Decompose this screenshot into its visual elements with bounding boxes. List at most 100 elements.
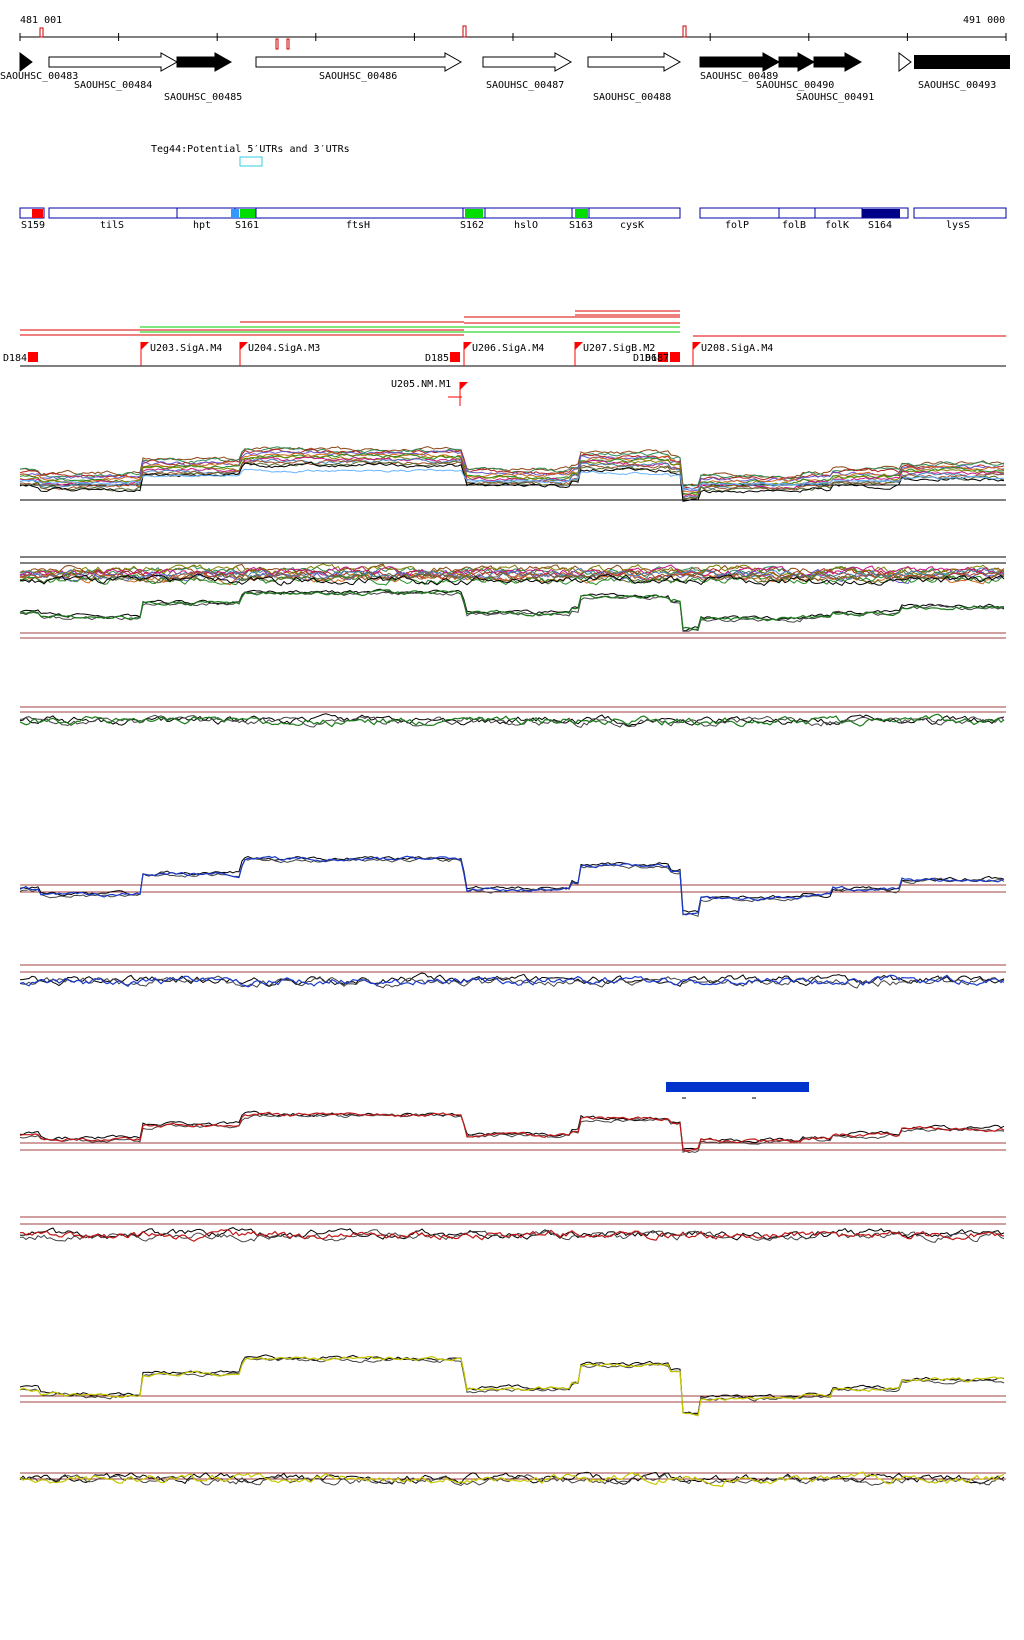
ruler-marker[interactable] (462, 25, 467, 38)
site-markers: D184 U203.SigA.M4 U204.SigA.M3 D185 U206.Sig… (3, 342, 773, 406)
gene-arrow[interactable] (176, 52, 233, 72)
expression-trace (19, 563, 1005, 578)
expression-trace (19, 1354, 1005, 1415)
teg-label: Teg44:Potential 5′UTRs and 3′UTRs (151, 144, 350, 155)
segment-label: tilS (100, 220, 124, 231)
site-marker[interactable] (28, 352, 38, 362)
segment-box[interactable] (484, 207, 573, 219)
gene-label: SAOUHSC_00485 (164, 92, 242, 103)
gene-label: SAOUHSC_00484 (74, 80, 152, 91)
site-marker[interactable] (460, 382, 468, 390)
gene-label: SAOUHSC_00493 (918, 80, 996, 91)
expression-trace (19, 448, 1005, 490)
expression-trace (19, 567, 1005, 581)
site-marker[interactable] (450, 352, 460, 362)
gene-arrow[interactable] (778, 52, 816, 72)
segment-label: cysK (620, 220, 644, 231)
segment-label: ftsH (346, 220, 370, 231)
expression-trace (19, 972, 1005, 987)
site-label: U205.NM.M1 (391, 379, 451, 390)
expression-trace (19, 855, 1005, 916)
segment-box[interactable] (778, 207, 816, 219)
expression-trace (19, 446, 1005, 487)
ruler-marker[interactable] (39, 27, 44, 38)
segment-label: folB (782, 220, 806, 231)
gene-arrow[interactable] (48, 52, 179, 72)
ruler-marker[interactable] (286, 38, 290, 50)
site-marker[interactable] (658, 352, 668, 362)
ruler-marker[interactable] (682, 25, 687, 38)
segment-box[interactable] (814, 207, 863, 219)
expression-trace (19, 974, 1005, 988)
expression-trace (19, 573, 1005, 586)
site-marker[interactable] (141, 342, 149, 350)
segment-box[interactable] (913, 207, 1007, 219)
expression-trace (19, 855, 1005, 913)
gene-label: SAOUHSC_00487 (486, 80, 564, 91)
site-label: D185 (425, 353, 449, 364)
expression-trace (19, 571, 1005, 585)
gene-arrow[interactable] (813, 52, 863, 72)
gene-arrow[interactable] (914, 55, 1010, 69)
region-bar (666, 1082, 809, 1099)
site-label: U207.SigB.M2 (583, 343, 655, 354)
site-marker[interactable] (240, 342, 248, 350)
expression-tracks (19, 446, 1006, 1488)
site-label: U204.SigA.M3 (248, 343, 320, 354)
gene-arrow[interactable] (19, 52, 33, 72)
expression-trace (19, 459, 1005, 500)
gene-label: SAOUHSC_00489 (700, 71, 778, 82)
expression-trace (19, 1229, 1005, 1242)
site-marker[interactable] (575, 342, 583, 350)
expression-trace (19, 1113, 1005, 1154)
ruler-ticks (19, 33, 1007, 41)
gene-label: SAOUHSC_00483 (0, 71, 78, 82)
expression-trace (19, 455, 1005, 496)
segment-fill (32, 209, 43, 218)
expression-trace (19, 1111, 1005, 1152)
segment-fill (231, 209, 239, 218)
ruler-marker[interactable] (275, 38, 279, 50)
gene-arrow[interactable] (587, 52, 682, 72)
expression-trace (19, 563, 1005, 577)
segment-label: hslO (514, 220, 538, 231)
expression-trace (19, 468, 1005, 491)
expression-trace (19, 1110, 1005, 1150)
expression-trace (19, 1471, 1005, 1488)
expression-trace (19, 573, 1005, 587)
site-marker[interactable] (670, 352, 680, 362)
gene-arrow[interactable] (255, 52, 463, 72)
segment-label: lysS (946, 220, 970, 231)
segment-label: folK (825, 220, 849, 231)
gene-label: SAOUHSC_00488 (593, 92, 671, 103)
segment-label: hpt (193, 220, 211, 231)
site-label: U203.SigA.M4 (150, 343, 222, 354)
segment-box[interactable] (699, 207, 780, 219)
segment-fill (862, 209, 900, 218)
gene-arrow[interactable] (898, 52, 912, 72)
gene-arrow[interactable] (482, 52, 573, 72)
site-marker[interactable] (693, 342, 701, 350)
expression-trace (19, 1355, 1005, 1417)
gene-label: SAOUHSC_00486 (319, 71, 397, 82)
site-label: U206.SigA.M4 (472, 343, 544, 354)
region-highlight[interactable] (666, 1082, 809, 1092)
expression-trace (19, 1471, 1005, 1485)
site-track: D184 U203.SigA.M4 U204.SigA.M3 D185 U206.Sig… (3, 310, 1006, 406)
segment-label: S162 (460, 220, 484, 231)
coordinate-ruler: 481 001 491 000 (19, 15, 1007, 50)
segment-box[interactable] (176, 207, 236, 219)
expression-trace (19, 588, 1005, 632)
segment-box[interactable] (48, 207, 178, 219)
segment-box[interactable] (588, 207, 681, 219)
segment-label: S164 (868, 220, 892, 231)
gene-arrow[interactable] (699, 52, 781, 72)
expression-trace (19, 460, 1005, 501)
segment-box[interactable] (255, 207, 464, 219)
site-marker[interactable] (464, 342, 472, 350)
segment-track: S159 tilS hpt S161 ftsH S162 hslO S163 cysK folP f… (19, 207, 1007, 231)
expression-trace (19, 458, 1005, 499)
teg-feature[interactable] (239, 156, 263, 167)
